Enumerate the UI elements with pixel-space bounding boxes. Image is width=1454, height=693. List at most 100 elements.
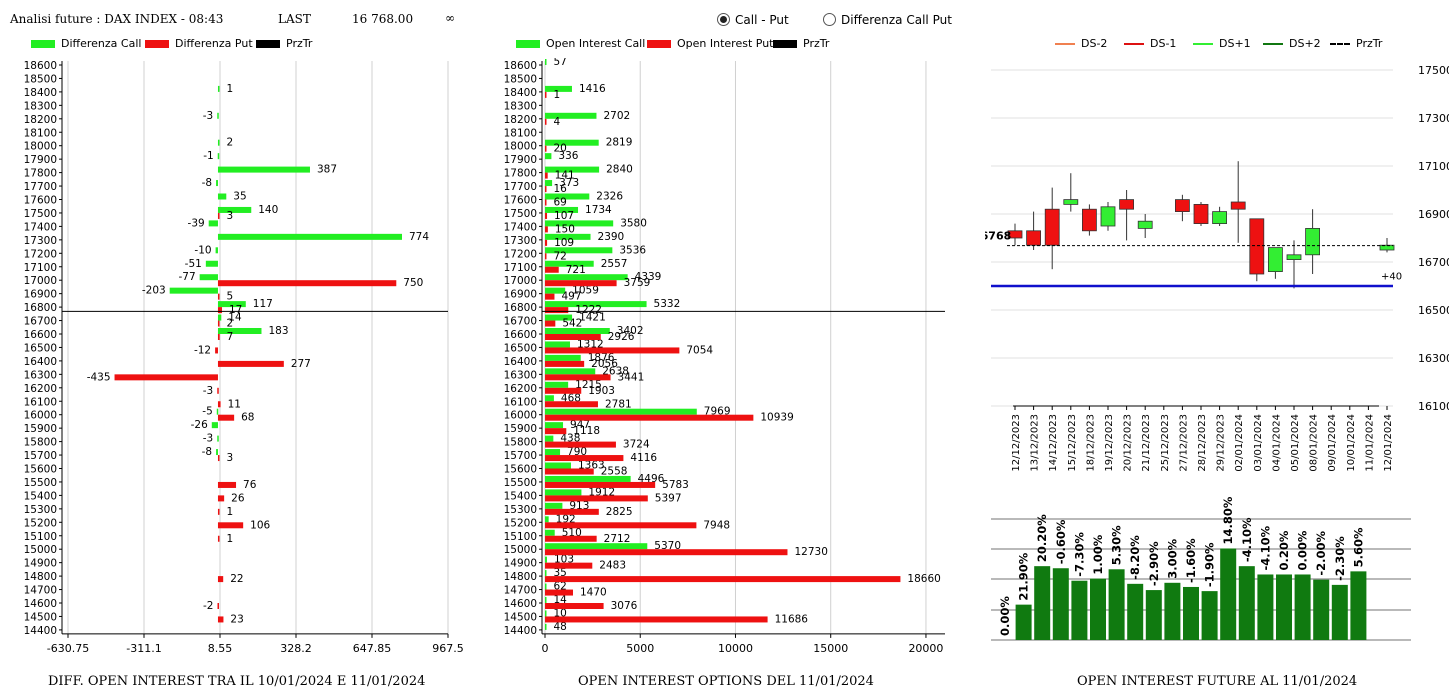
data-label: 1 xyxy=(226,533,233,545)
data-label: 22 xyxy=(230,573,243,585)
put-bar xyxy=(545,320,556,327)
data-label: 68 xyxy=(241,412,254,424)
data-label: 57 xyxy=(554,58,567,68)
data-label: 277 xyxy=(291,358,311,370)
data-label: 23 xyxy=(230,613,243,625)
call-bar xyxy=(545,153,552,160)
y-tick-label: 15500 xyxy=(504,477,537,489)
x-tick-label: 14/12/2023 xyxy=(1048,414,1059,472)
data-label: -12 xyxy=(194,344,211,356)
legend-item-diff-call: Differenza Call xyxy=(31,37,141,50)
infinity-icon[interactable]: ∞ xyxy=(445,11,455,25)
data-label: 2 xyxy=(226,137,233,149)
data-label: 117 xyxy=(253,298,273,310)
y-tick-label: 15200 xyxy=(24,517,57,529)
data-label: 5397 xyxy=(655,492,682,504)
put-bar xyxy=(545,441,616,448)
y-tick-label: 17800 xyxy=(504,168,537,180)
data-label: 35 xyxy=(233,191,246,203)
oi-label: -7.30% xyxy=(1072,532,1086,577)
y-tick-label: 14500 xyxy=(24,611,57,623)
call-bar xyxy=(545,354,581,361)
put-bar xyxy=(545,589,573,596)
data-label: -435 xyxy=(87,371,111,383)
call-bar xyxy=(545,314,573,321)
data-label: 4 xyxy=(554,116,561,128)
oi-bar xyxy=(1238,566,1255,640)
call-bar xyxy=(217,301,246,308)
call-bar xyxy=(545,395,554,402)
put-bar xyxy=(217,535,220,542)
put-bar xyxy=(545,387,582,394)
data-label: 2702 xyxy=(603,110,630,122)
oi-label: 1.00% xyxy=(1091,534,1105,574)
y-tick-label: 16300 xyxy=(1418,352,1449,365)
data-label: 14 xyxy=(228,312,242,324)
data-label: 2926 xyxy=(608,331,635,343)
put-bar xyxy=(217,414,235,421)
oi-bar xyxy=(1331,584,1348,640)
x-tick-label: 15000 xyxy=(813,642,848,655)
y-tick-label: 18000 xyxy=(504,141,537,153)
legend-label: Differenza Call xyxy=(61,37,142,50)
put-bar xyxy=(217,307,223,314)
y-tick-label: 17200 xyxy=(24,248,57,260)
x-tick-label: 29/12/2023 xyxy=(1216,414,1227,472)
y-tick-label: 16800 xyxy=(504,302,537,314)
y-tick-label: 17000 xyxy=(24,275,57,287)
call-bar xyxy=(199,274,218,281)
put-bar xyxy=(217,603,219,609)
data-label: 3759 xyxy=(624,277,651,289)
oi-label: -8.20% xyxy=(1128,535,1142,580)
radio-differenza-call-put[interactable]: Differenza Call Put xyxy=(823,13,952,27)
call-bar xyxy=(545,449,561,456)
x-tick-label: 967.5 xyxy=(432,642,464,655)
oi-bar xyxy=(1034,566,1051,640)
call-bar xyxy=(545,583,547,590)
legend-swatch xyxy=(145,40,169,48)
y-tick-label: 17400 xyxy=(24,221,57,233)
data-label: 18660 xyxy=(907,573,940,585)
oi-label: 14.80% xyxy=(1221,496,1235,544)
data-label: 3 xyxy=(226,452,233,464)
call-bar xyxy=(217,435,219,442)
x-tick-label: 25/12/2023 xyxy=(1160,414,1171,472)
call-bar xyxy=(217,112,219,119)
put-bar xyxy=(545,508,599,515)
x-tick-label: 20/12/2023 xyxy=(1123,414,1134,472)
data-label: 2819 xyxy=(606,137,633,149)
y-tick-label: 17300 xyxy=(1418,112,1449,125)
call-bar xyxy=(216,449,218,456)
x-tick-label: 28/12/2023 xyxy=(1197,414,1208,472)
legend-line xyxy=(1330,43,1350,45)
oi-bar xyxy=(1127,583,1144,640)
radio-call-put[interactable]: Call - Put xyxy=(717,13,789,27)
radio-selected-icon xyxy=(717,13,730,26)
y-tick-label: 17000 xyxy=(504,275,537,287)
oi-bar xyxy=(1145,590,1162,640)
x-tick-label: 27/12/2023 xyxy=(1178,414,1189,472)
y-tick-label: 17900 xyxy=(504,154,537,166)
data-label: 12730 xyxy=(794,546,827,558)
x-tick-label: 08/01/2024 xyxy=(1309,414,1320,472)
last-value: 16 768.00 xyxy=(352,12,414,26)
call-bar xyxy=(545,462,571,469)
data-label: 72 xyxy=(554,250,567,262)
put-bar xyxy=(545,535,597,542)
y-tick-label: 16700 xyxy=(24,316,57,328)
oi-label: -0.60% xyxy=(1054,519,1068,564)
call-bar xyxy=(217,233,402,240)
y-tick-label: 16400 xyxy=(504,356,537,368)
put-bar xyxy=(215,347,218,354)
x-tick-label: 04/01/2024 xyxy=(1271,414,1282,472)
data-label: 750 xyxy=(403,277,423,289)
call-bar xyxy=(545,408,697,415)
y-tick-label: 16300 xyxy=(504,369,537,381)
data-label: 2825 xyxy=(606,506,633,518)
oi-bar xyxy=(1071,580,1088,640)
call-bar xyxy=(545,59,547,65)
oi-bar xyxy=(1257,574,1274,640)
put-bar xyxy=(545,468,594,475)
x-tick-label: 18/12/2023 xyxy=(1085,414,1096,472)
y-tick-label: 15700 xyxy=(24,450,57,462)
